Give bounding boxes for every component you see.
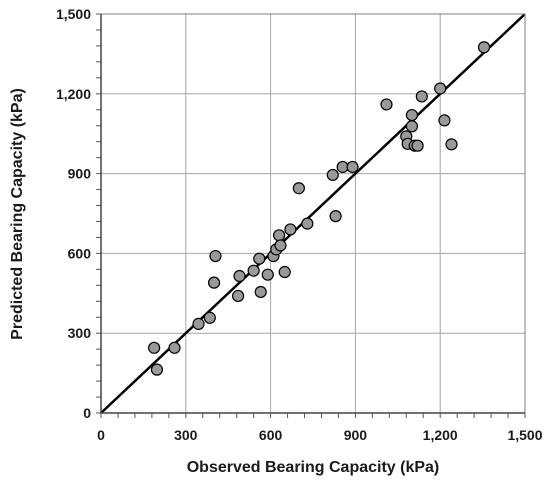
data-point <box>346 160 359 174</box>
x-tick-labels: 0 300 600 900 1,200 1,500 <box>97 427 543 443</box>
data-point <box>150 363 164 376</box>
data-point <box>445 138 458 151</box>
data-point <box>203 311 216 324</box>
data-point <box>411 139 424 152</box>
data-point <box>272 229 286 242</box>
data-point <box>329 210 342 223</box>
y-tick-label: 1,500 <box>56 6 91 22</box>
data-point <box>438 114 451 127</box>
data-point <box>274 239 287 252</box>
x-tick-label: 900 <box>344 427 368 443</box>
data-point <box>380 98 393 111</box>
data-point <box>148 341 161 354</box>
data-point <box>301 217 314 230</box>
x-tick-label: 1,200 <box>423 427 458 443</box>
x-axis-title: Observed Bearing Capacity (kPa) <box>187 459 440 476</box>
data-point <box>168 341 181 354</box>
x-tick-label: 300 <box>174 427 198 443</box>
reference-line-layer <box>100 13 526 414</box>
data-point <box>405 120 419 133</box>
data-points <box>148 41 491 376</box>
data-point <box>207 276 221 289</box>
x-tick-label: 0 <box>97 427 105 443</box>
data-point <box>253 252 266 265</box>
x-tick-label: 1,500 <box>507 427 542 443</box>
data-point <box>261 268 274 281</box>
data-point <box>415 90 428 103</box>
data-point <box>247 264 260 277</box>
y-tick-label: 0 <box>83 405 91 421</box>
data-point <box>231 289 245 303</box>
x-tick-label: 600 <box>259 427 283 443</box>
data-point <box>326 168 339 182</box>
data-point <box>405 108 419 122</box>
data-point <box>434 82 447 95</box>
data-point <box>278 265 291 279</box>
minor-ticks <box>96 13 526 418</box>
y-tick-label: 300 <box>68 325 92 341</box>
data-point <box>209 249 222 263</box>
y-tick-label: 1,200 <box>56 86 91 102</box>
y-tick-label: 900 <box>68 166 92 182</box>
data-point <box>233 269 246 283</box>
data-point <box>192 317 205 330</box>
data-point <box>284 223 297 236</box>
data-point <box>292 182 305 195</box>
reference-line <box>100 13 526 414</box>
axes <box>100 13 526 414</box>
y-tick-label: 600 <box>68 245 92 261</box>
data-point <box>254 285 267 299</box>
y-tick-labels: 0 300 600 900 1,200 1,500 <box>56 6 91 421</box>
data-point <box>477 41 491 54</box>
y-axis-title: Predicted Bearing Capacity (kPa) <box>9 88 26 340</box>
